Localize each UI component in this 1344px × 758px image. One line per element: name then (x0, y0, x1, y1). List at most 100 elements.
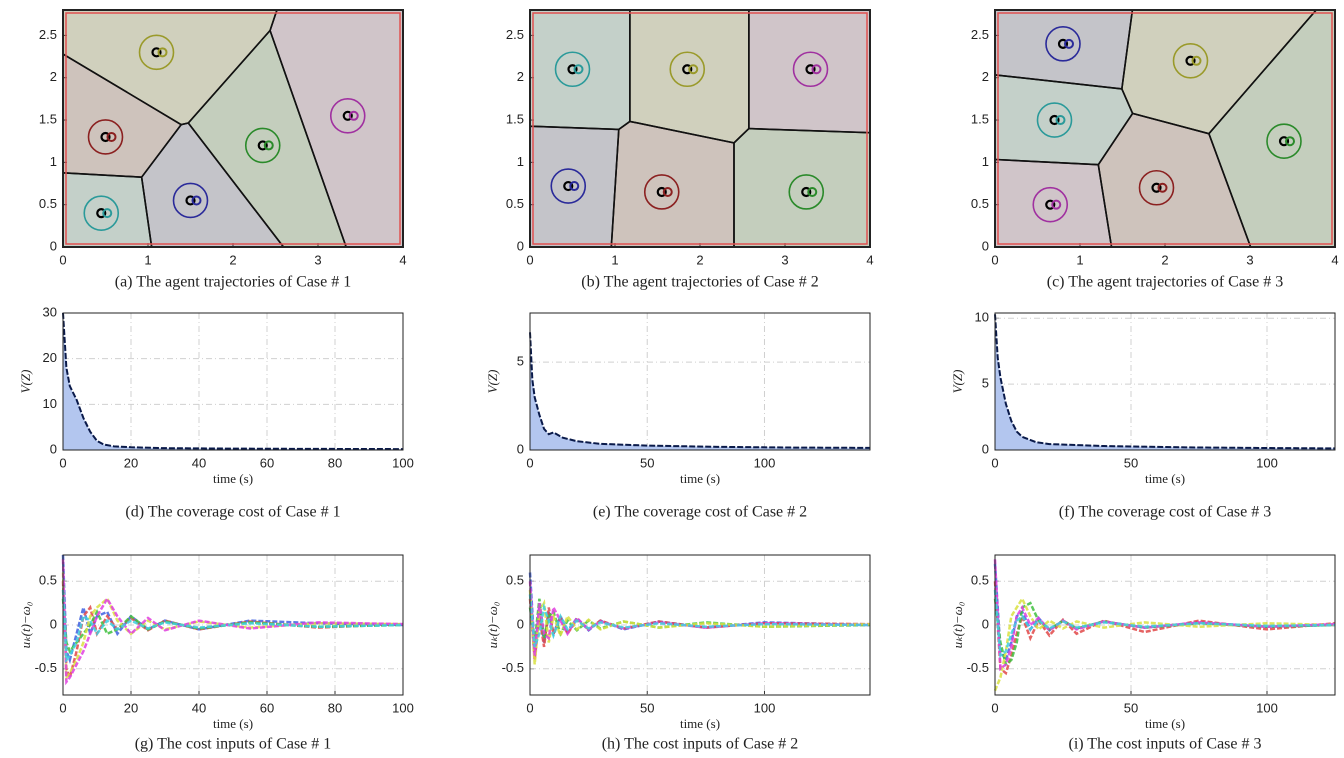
caption: (b) The agent trajectories of Case # 2 (581, 274, 818, 291)
x-tick-label: 20 (124, 700, 138, 715)
x-tick-label: 50 (1124, 455, 1138, 470)
y-tick-label: 2 (50, 69, 57, 84)
y-axis-label: uₖ(t)−ω₀ (485, 602, 500, 649)
y-tick-label: 5 (982, 376, 989, 391)
x-tick-label: 2 (1161, 252, 1168, 267)
agent (342, 110, 353, 121)
agent-range (1032, 186, 1069, 223)
x-tick-label: 3 (314, 252, 321, 267)
x-tick-label: 0 (991, 252, 998, 267)
agent (682, 64, 693, 75)
y-tick-label: -0.5 (35, 660, 57, 675)
x-axis-label: time (s) (213, 716, 253, 731)
agent (1045, 199, 1056, 210)
agent-range (1266, 123, 1302, 159)
y-tick-label: 0.5 (506, 196, 524, 211)
y-axis-label: V(Z) (485, 370, 500, 394)
agent (100, 131, 111, 143)
agent-target (157, 47, 168, 58)
y-tick-label: -0.5 (502, 660, 524, 675)
input-line (528, 598, 871, 661)
y-tick-label: 0 (982, 441, 989, 456)
agent (801, 186, 812, 198)
x-tick-label: 40 (192, 700, 206, 715)
agent-target (573, 64, 584, 75)
x-tick-label: 3 (1246, 252, 1253, 267)
y-tick-label: 0.5 (971, 573, 989, 588)
agent-target (102, 208, 113, 219)
agent-target (191, 195, 202, 206)
agent-range (244, 127, 281, 164)
x-tick-label: 100 (1256, 700, 1278, 715)
x-tick-label: 0 (526, 252, 533, 267)
y-tick-label: 30 (43, 304, 57, 319)
input-line (993, 559, 1336, 672)
voronoi-cell (748, 9, 871, 134)
y-tick-label: -0.5 (967, 660, 989, 675)
arena-border (532, 12, 868, 245)
input-line (61, 554, 404, 665)
x-tick-label: 100 (392, 455, 414, 470)
agent (1185, 55, 1196, 66)
cost-line (62, 312, 404, 451)
x-tick-label: 100 (754, 455, 776, 470)
y-tick-label: 0 (517, 616, 524, 631)
y-tick-label: 2.5 (506, 27, 524, 42)
input-line (61, 589, 404, 664)
y-tick-label: 0 (517, 441, 524, 456)
input-line (528, 572, 871, 652)
x-tick-label: 3 (781, 252, 788, 267)
x-tick-label: 0 (526, 455, 533, 470)
cost-area (530, 332, 870, 450)
agent-target (348, 110, 359, 121)
agent-target (569, 181, 580, 192)
x-tick-label: 50 (640, 455, 654, 470)
y-tick-label: 1.5 (506, 111, 524, 126)
y-tick-label: 1 (517, 154, 524, 169)
y-tick-label: 0 (982, 238, 989, 253)
axes-frame (62, 9, 404, 248)
agent-range (1036, 102, 1073, 138)
x-tick-label: 40 (192, 455, 206, 470)
x-tick-label: 100 (392, 700, 414, 715)
agent-range (329, 98, 366, 134)
axes-frame (529, 312, 871, 451)
caption: (c) The agent trajectories of Case # 3 (1047, 274, 1284, 291)
caption: (i) The cost inputs of Case # 3 (1068, 736, 1261, 753)
axes-frame (529, 554, 871, 696)
caption: (e) The coverage cost of Case # 2 (593, 504, 807, 521)
y-axis-label: uₖ(t)−ω₀ (950, 602, 965, 649)
caption: (f) The coverage cost of Case # 3 (1059, 504, 1272, 521)
agent-range (1172, 42, 1209, 79)
agent-range (550, 168, 587, 204)
x-tick-label: 4 (866, 252, 873, 267)
x-tick-label: 1 (1076, 252, 1083, 267)
y-tick-label: 0.5 (39, 573, 57, 588)
caption: (h) The cost inputs of Case # 2 (602, 736, 799, 753)
agent-target (662, 186, 673, 197)
y-tick-label: 2.5 (971, 27, 989, 42)
y-tick-label: 0.5 (39, 196, 57, 211)
x-tick-label: 1 (611, 252, 618, 267)
y-tick-label: 0 (982, 616, 989, 631)
agent (656, 186, 667, 198)
agent-target (811, 64, 822, 75)
y-tick-label: 2.5 (39, 27, 57, 42)
x-axis-label: time (s) (1145, 716, 1185, 731)
x-axis-label: time (s) (1145, 471, 1185, 486)
x-tick-label: 0 (59, 455, 66, 470)
agent-range (138, 34, 175, 71)
agent-range (554, 51, 591, 88)
input-line (993, 598, 1336, 667)
x-tick-label: 60 (260, 700, 274, 715)
agent (1151, 182, 1162, 193)
agent (257, 140, 268, 151)
x-tick-label: 80 (328, 700, 342, 715)
axes-frame (62, 554, 404, 696)
cost-line (529, 332, 871, 449)
agent (151, 47, 162, 58)
agent-range (792, 51, 829, 88)
agent-target (1157, 182, 1168, 193)
y-tick-label: 0 (50, 238, 57, 253)
x-tick-label: 2 (229, 252, 236, 267)
